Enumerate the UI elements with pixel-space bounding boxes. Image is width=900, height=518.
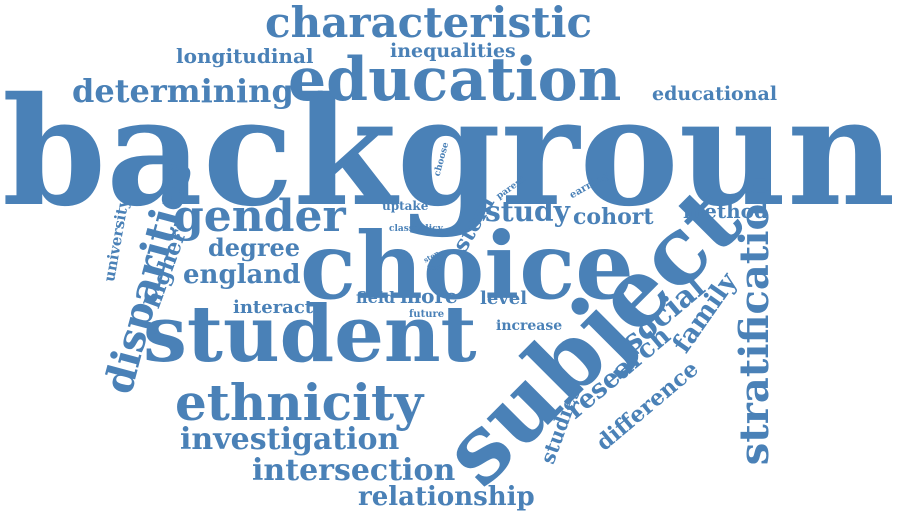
word-more: more [400,284,458,308]
word-educational: educational [652,83,778,105]
word-degree: degree [208,233,301,262]
word-level: level [480,288,528,309]
word-intersection: intersection [252,453,456,488]
word-interact: interact [233,297,314,318]
word-determining: determining [72,72,294,110]
word-england: england [183,260,301,290]
word-longitudinal: longitudinal [176,44,314,68]
word-class: class [389,224,414,234]
word-uptake: uptake [382,199,429,213]
word-gender: gender [173,191,346,242]
word-future: future [409,309,445,320]
word-method: method [683,199,768,223]
word-inequalities: inequalities [390,40,516,62]
word-ethnicity: ethnicity [175,373,424,432]
word-test: test [427,263,442,272]
word-student: student [143,289,477,380]
word-policy: policy [413,224,443,234]
word-choice: choice [300,212,634,320]
word-investigation: investigation [180,422,400,457]
word-study: study [485,195,570,228]
word-field: field [356,288,396,307]
word-characteristic: characteristic [265,0,593,47]
word-cohort: cohort [573,204,654,230]
word-background: background [2,65,900,240]
word-relationship: relationship [358,482,535,512]
word-increase: increase [496,318,563,334]
word-education: education [288,45,622,115]
